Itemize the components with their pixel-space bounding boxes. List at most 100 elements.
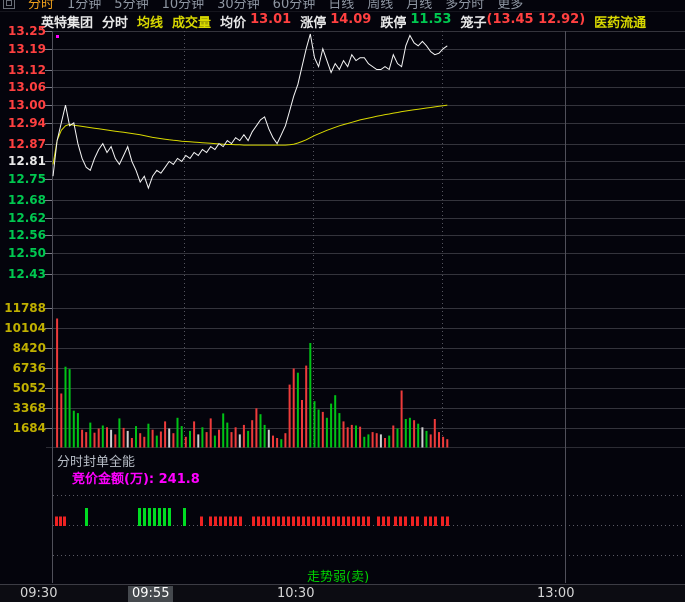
avg-price-label: 均价 — [220, 16, 247, 31]
price-axis-label: 12.56 — [8, 227, 46, 242]
volume-bar — [159, 431, 162, 448]
volume-bar — [367, 434, 370, 448]
volume-bar — [433, 419, 436, 448]
volume-bar — [363, 436, 366, 448]
tab-60分钟[interactable]: 60分钟 — [272, 0, 316, 12]
seal-order-bar — [282, 516, 285, 526]
seal-order-bar — [317, 516, 320, 526]
seal-order-bar — [163, 508, 166, 526]
seal-order-bar — [219, 516, 222, 526]
volume-bar — [342, 421, 345, 448]
mode-label[interactable]: 分时 — [102, 16, 129, 31]
industry-tag[interactable]: 医药流通 — [594, 16, 647, 31]
volume-bar — [334, 395, 337, 448]
seal-order-bar — [153, 508, 156, 526]
volume-axis-label: 1684 — [12, 420, 46, 435]
volume-bar — [197, 434, 200, 448]
seal-order-bar — [429, 516, 432, 526]
volume-axis-label: 5052 — [12, 380, 46, 395]
tab-1分钟[interactable]: 1分钟 — [67, 0, 102, 12]
volume-bar — [321, 411, 324, 448]
volume-bar — [384, 438, 386, 448]
seal-order-bar — [399, 516, 402, 526]
tab-30分钟[interactable]: 30分钟 — [217, 0, 260, 12]
volume-bar — [359, 426, 362, 448]
volume-bar — [259, 414, 262, 448]
volume-axis-label: 11788 — [4, 300, 46, 315]
volume-bar — [438, 432, 440, 448]
volume-bar — [392, 425, 395, 448]
volume-bar — [288, 384, 291, 448]
price-axis-label: 12.94 — [8, 115, 46, 130]
seal-indicator-title: 分时封单全能 — [57, 455, 136, 470]
seal-order-bar — [183, 508, 186, 526]
seal-order-bar — [367, 516, 370, 526]
tab-周线[interactable]: 周线 — [367, 0, 394, 12]
price-axis-label: 12.87 — [8, 136, 46, 151]
price-axis-label: 13.19 — [8, 41, 46, 56]
seal-order-bar — [322, 516, 325, 526]
volume-bar — [164, 421, 167, 448]
volume-bar — [355, 425, 357, 448]
volume-bar — [263, 424, 266, 448]
volume-axis-label: 8420 — [12, 340, 46, 355]
volume-bar — [238, 434, 241, 448]
volume-bar — [155, 435, 158, 448]
volume-bar — [176, 417, 179, 448]
seal-order-bar — [252, 516, 255, 526]
volume-bar — [60, 393, 63, 448]
volume-bar — [180, 426, 183, 448]
tab-分时[interactable]: 分时 — [28, 0, 55, 12]
ma-toggle[interactable]: 均线 — [137, 16, 164, 31]
volume-bar — [205, 432, 208, 448]
seal-order-bar — [209, 516, 212, 526]
volume-bar — [209, 418, 212, 448]
volume-bar — [130, 438, 133, 448]
seal-order-bar — [307, 516, 310, 526]
tab-多分时[interactable]: 多分时 — [445, 0, 485, 12]
tab-日线[interactable]: 日线 — [328, 0, 355, 12]
seal-order-bar — [277, 516, 280, 526]
volume-bar — [68, 369, 71, 448]
seal-order-bar — [267, 516, 270, 526]
volume-bar — [230, 432, 233, 448]
price-axis-label: 12.81 — [8, 153, 46, 168]
volume-bar — [189, 430, 191, 448]
tab-5分钟[interactable]: 5分钟 — [114, 0, 149, 12]
volume-axis-label: 10104 — [4, 320, 46, 335]
volume-bar — [446, 439, 449, 448]
volume-bar — [172, 433, 175, 448]
volume-bar — [330, 403, 333, 448]
volume-toggle[interactable]: 成交量 — [172, 16, 212, 31]
volume-bar — [350, 424, 353, 448]
volume-bar — [114, 434, 117, 448]
limit-up-value: 14.09 — [330, 12, 372, 27]
seal-order-bar — [416, 516, 419, 526]
volume-bar — [379, 434, 382, 448]
volume-bar — [147, 423, 150, 448]
stock-name[interactable]: 英特集团 — [41, 16, 94, 31]
window-grid-icon[interactable] — [3, 0, 15, 9]
volume-bar — [280, 439, 283, 448]
seal-order-bar — [143, 508, 146, 526]
seal-order-bar — [394, 516, 397, 526]
volume-bar — [242, 424, 245, 448]
seal-order-bar — [229, 516, 232, 526]
tab-10分钟[interactable]: 10分钟 — [161, 0, 205, 12]
volume-bar — [72, 410, 75, 448]
volume-bar — [85, 432, 88, 448]
seal-order-bar — [342, 516, 345, 526]
volume-bar — [168, 428, 171, 448]
price-axis-label: 13.00 — [8, 97, 46, 112]
volume-bar — [301, 400, 303, 448]
tab-更多[interactable]: 更多 — [497, 0, 524, 12]
limit-up-label: 涨停 — [300, 16, 327, 31]
volume-bar — [421, 427, 424, 448]
tab-月线[interactable]: 月线 — [406, 0, 433, 12]
seal-order-bar — [377, 516, 380, 526]
auction-amount-label: 竞价金额(万): — [72, 472, 155, 487]
seal-order-bar — [337, 516, 340, 526]
volume-bar — [388, 435, 391, 448]
seal-order-bar — [387, 516, 390, 526]
